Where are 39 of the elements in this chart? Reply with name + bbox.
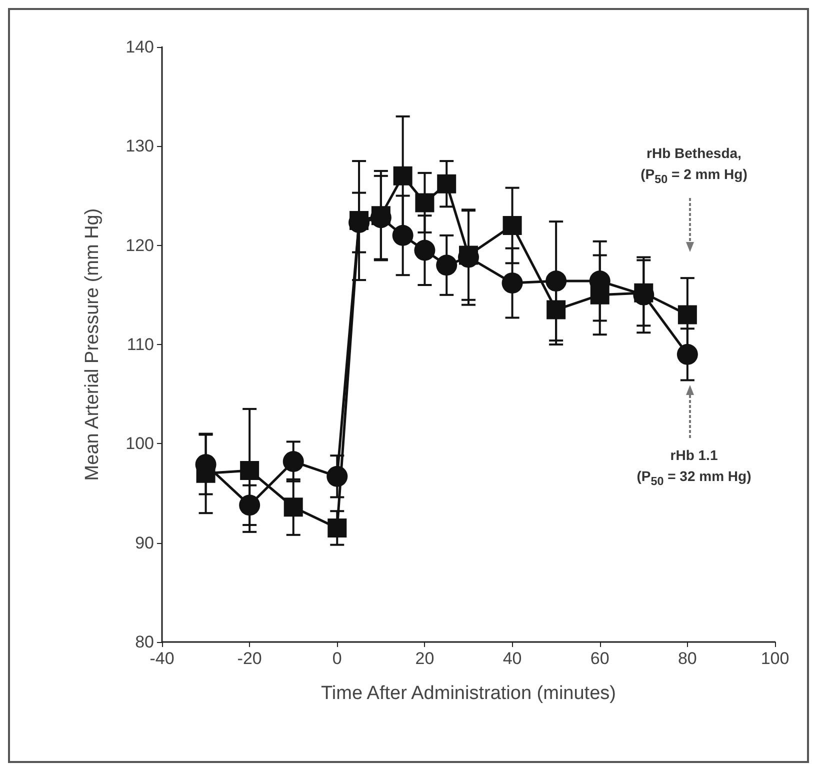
- point: [546, 300, 566, 320]
- point: [392, 224, 414, 246]
- y-axis-title: Mean Arterial Pressure (mm Hg): [82, 208, 103, 481]
- y-tick-label: 90: [135, 533, 154, 552]
- point: [240, 460, 260, 480]
- y-tick-label: 80: [135, 632, 154, 652]
- point: [437, 174, 456, 194]
- annotation: rHb Bethesda, (P$_{50}$ = 2 mm Hg): [640, 144, 748, 188]
- text: rHb 1.1 (P$_{50}$ = 32 mm Hg): [636, 447, 752, 488]
- y-tick-label: 130: [126, 136, 154, 156]
- point: [546, 270, 567, 292]
- x-tick-label: 0: [332, 649, 342, 668]
- point: [678, 305, 697, 324]
- y-tick-label: 140: [126, 38, 154, 56]
- point: [459, 246, 478, 265]
- y-tick-label: 100: [126, 434, 154, 454]
- x-tick-label: 60: [590, 649, 610, 668]
- y-tick-label: 120: [126, 236, 154, 255]
- x-tick-label: -20: [237, 649, 262, 668]
- point: [436, 254, 458, 276]
- point: [393, 166, 412, 186]
- point: [239, 494, 260, 516]
- x-tick-label: 40: [502, 649, 522, 668]
- point: [328, 518, 347, 538]
- point: [590, 285, 610, 304]
- x-axis-title: Time After Administration (minutes): [321, 683, 616, 704]
- x-tick-label: 80: [678, 649, 697, 668]
- point: [415, 193, 434, 212]
- x-tick-label: 20: [415, 649, 434, 668]
- point: [502, 272, 523, 294]
- point: [284, 498, 303, 517]
- point: [282, 451, 304, 472]
- point: [676, 344, 698, 365]
- point: [326, 466, 348, 487]
- point: [414, 240, 436, 261]
- y-tick-label: 110: [126, 335, 154, 354]
- point: [502, 216, 522, 235]
- x-tick-label: -40: [150, 649, 174, 668]
- x-tick-label: 100: [760, 649, 790, 668]
